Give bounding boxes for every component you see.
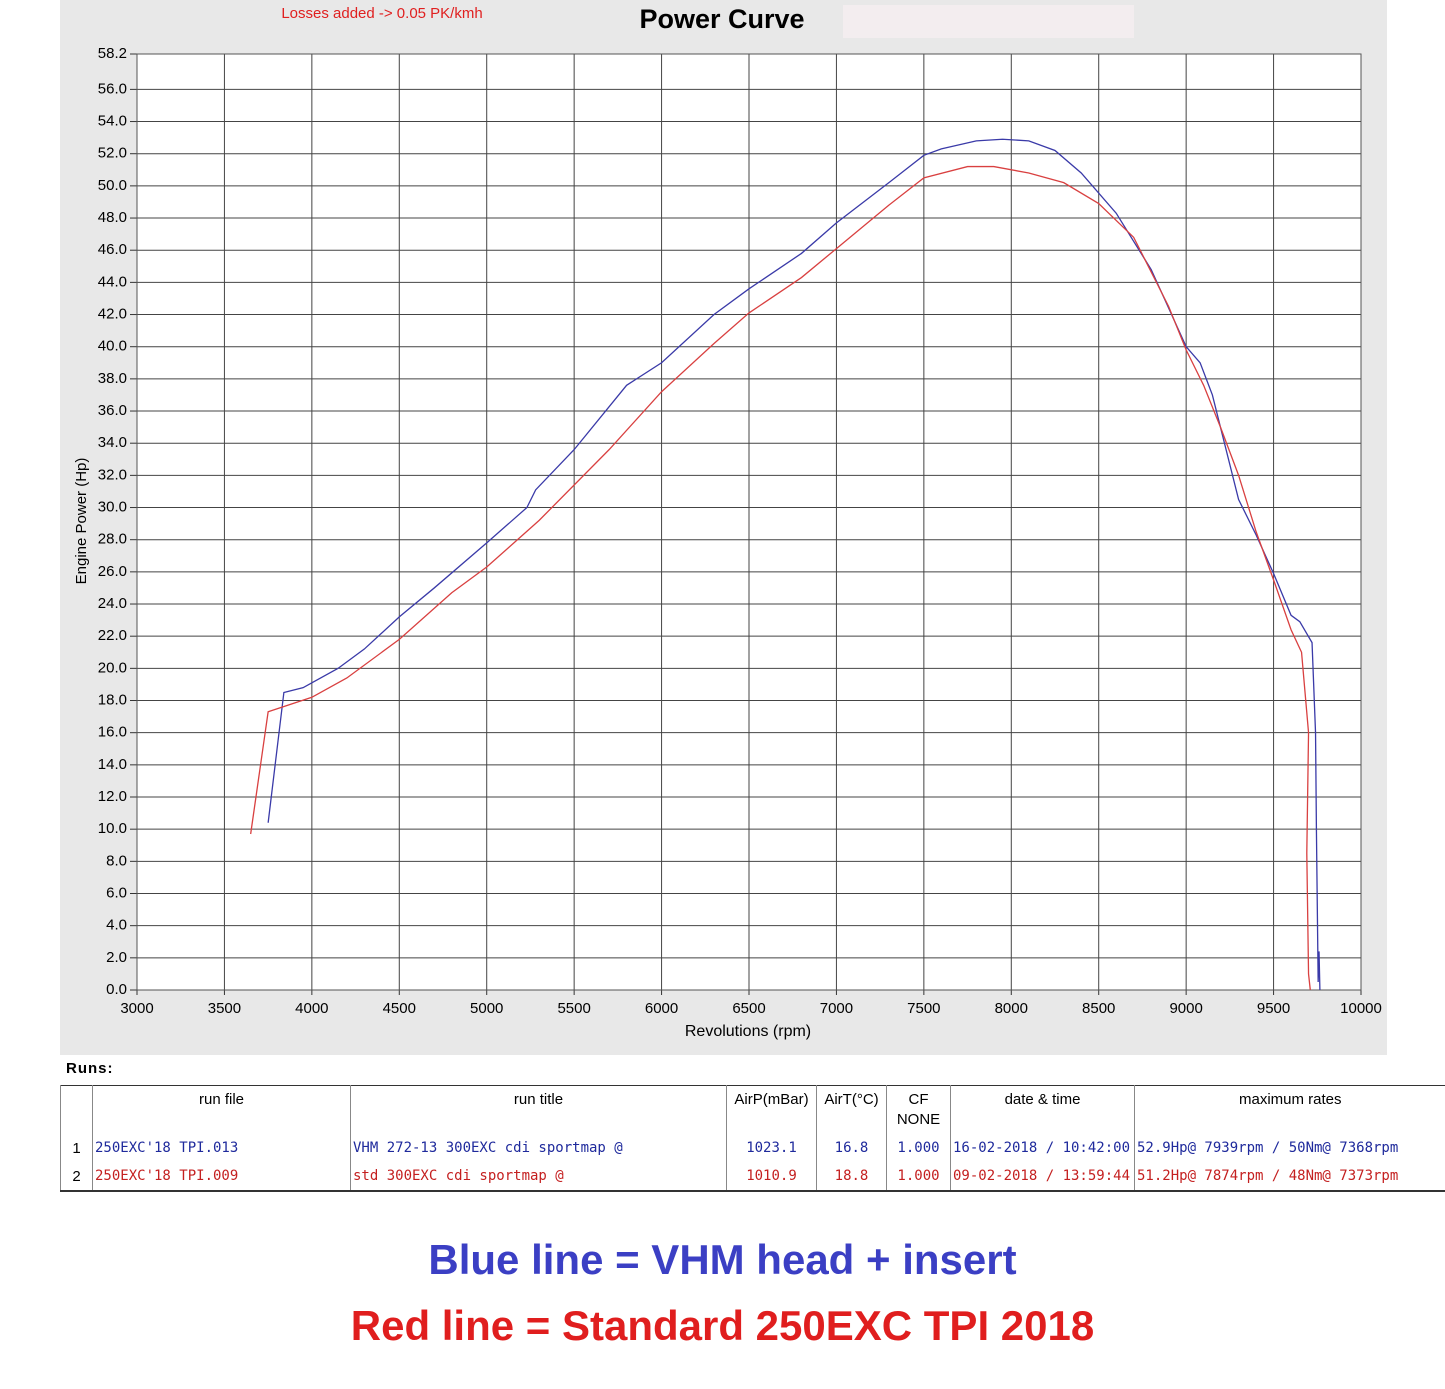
y-tick-label: 16.0 xyxy=(98,724,127,741)
table-cell: 18.8 xyxy=(816,1162,887,1191)
chart: Losses added -> 0.05 PK/kmh Power Curve … xyxy=(60,0,1387,1055)
y-tick-label: 0.0 xyxy=(106,981,127,998)
x-tick-label: 9000 xyxy=(1169,1000,1202,1017)
caption: Red line = Standard 250EXC TPI 2018 xyxy=(350,1302,1095,1349)
x-axis-label: Revolutions (rpm) xyxy=(685,1023,811,1040)
header-cell: run title xyxy=(350,1085,727,1134)
y-tick-label: 14.0 xyxy=(98,756,127,773)
header-cell: CF NONE xyxy=(886,1085,951,1134)
table-cell: 1.000 xyxy=(886,1134,951,1162)
y-tick-label: 42.0 xyxy=(98,306,127,323)
table-cell: 16-02-2018 / 10:42:00 xyxy=(950,1134,1135,1162)
y-tick-label: 52.0 xyxy=(98,145,127,162)
y-tick-label: 4.0 xyxy=(106,917,127,934)
x-tick-label: 8500 xyxy=(1082,1000,1115,1017)
header-cell: run file xyxy=(92,1085,351,1134)
y-tick-label: 20.0 xyxy=(98,659,127,676)
y-tick-label: 50.0 xyxy=(98,177,127,194)
y-tick-label: 32.0 xyxy=(98,466,127,483)
x-tick-label: 5000 xyxy=(470,1000,503,1017)
header-cell: AirP(mBar) xyxy=(726,1085,817,1134)
caption: Blue line = VHM head + insert xyxy=(428,1236,1017,1283)
y-tick-label: 22.0 xyxy=(98,627,127,644)
table-cell: 16.8 xyxy=(816,1134,887,1162)
x-tick-label: 7500 xyxy=(907,1000,940,1017)
y-tick-label: 44.0 xyxy=(98,273,127,290)
y-tick-label: 28.0 xyxy=(98,531,127,548)
header-cell xyxy=(60,1085,93,1134)
annotation: Losses added -> 0.05 PK/kmh xyxy=(281,5,482,22)
table-row: 1 250EXC'18 TPI.013 VHM 272-13 300EXC cdi … xyxy=(60,1134,1445,1162)
x-tick-label: 4000 xyxy=(295,1000,328,1017)
x-tick-label: 4500 xyxy=(383,1000,416,1017)
y-tick-label: 38.0 xyxy=(98,370,127,387)
y-tick-label: 18.0 xyxy=(98,691,127,708)
x-tick-label: 6000 xyxy=(645,1000,678,1017)
header-cell: AirT(°C) xyxy=(816,1085,887,1134)
table-cell: std 300EXC cdi sportmap @ xyxy=(350,1162,727,1191)
table-cell: 250EXC'18 TPI.013 xyxy=(92,1134,351,1162)
y-tick-label: 48.0 xyxy=(98,209,127,226)
y-tick-label: 58.2 xyxy=(98,45,127,62)
y-tick-label: 6.0 xyxy=(106,884,127,901)
table-cell: 51.2Hp@ 7874rpm / 48Nm@ 7373rpm xyxy=(1134,1162,1445,1191)
table-cell: 1.000 xyxy=(886,1162,951,1191)
header-cell: maximum rates xyxy=(1134,1085,1445,1134)
header-cell: date & time xyxy=(950,1085,1135,1134)
series-line xyxy=(267,138,1321,991)
y-tick-label: 56.0 xyxy=(98,80,127,97)
x-tick-label: 8000 xyxy=(995,1000,1028,1017)
table-row: 2 250EXC'18 TPI.009 std 300EXC cdi sportma… xyxy=(60,1162,1445,1191)
table-cell: 1 xyxy=(60,1134,93,1162)
table-cell: 2 xyxy=(60,1162,93,1191)
y-tick-label: 46.0 xyxy=(98,241,127,258)
table-cell: 1010.9 xyxy=(726,1162,817,1191)
runs-table: run file run title AirP(mBar) AirT(°C) CF NO… xyxy=(60,1085,1445,1192)
y-tick-label: 40.0 xyxy=(98,338,127,355)
table-cell: 250EXC'18 TPI.009 xyxy=(92,1162,351,1191)
chart-title: Power Curve xyxy=(639,4,804,34)
runs-label: Runs: xyxy=(66,1060,114,1077)
y-tick-label: 24.0 xyxy=(98,595,127,612)
x-tick-label: 3000 xyxy=(120,1000,153,1017)
table-cell: 09-02-2018 / 13:59:44 xyxy=(950,1162,1135,1191)
table-cell: VHM 272-13 300EXC cdi sportmap @ xyxy=(350,1134,727,1162)
x-tick-label: 3500 xyxy=(208,1000,241,1017)
y-tick-label: 12.0 xyxy=(98,788,127,805)
table-cell: 1023.1 xyxy=(726,1134,817,1162)
plot-border xyxy=(136,53,1362,991)
x-tick-label: 9500 xyxy=(1257,1000,1290,1017)
y-tick-label: 36.0 xyxy=(98,402,127,419)
title-box xyxy=(843,5,1134,38)
y-tick-label: 10.0 xyxy=(98,820,127,837)
y-tick-label: 8.0 xyxy=(106,852,127,869)
x-tick-label: 5500 xyxy=(557,1000,590,1017)
x-tick-label: 10000 xyxy=(1340,1000,1382,1017)
header-row: run file run title AirP(mBar) AirT(°C) CF NO… xyxy=(60,1085,1445,1134)
table-cell: 52.9Hp@ 7939rpm / 50Nm@ 7368rpm xyxy=(1134,1134,1445,1162)
y-tick-label: 34.0 xyxy=(98,434,127,451)
y-tick-label: 54.0 xyxy=(98,113,127,130)
y-tick-label: 26.0 xyxy=(98,563,127,580)
series-line xyxy=(250,165,1311,991)
y-tick-label: 2.0 xyxy=(106,949,127,966)
y-tick-label: 30.0 xyxy=(98,498,127,515)
y-axis-label: Engine Power (Hp) xyxy=(73,458,90,585)
x-tick-label: 7000 xyxy=(820,1000,853,1017)
x-tick-label: 6500 xyxy=(732,1000,765,1017)
